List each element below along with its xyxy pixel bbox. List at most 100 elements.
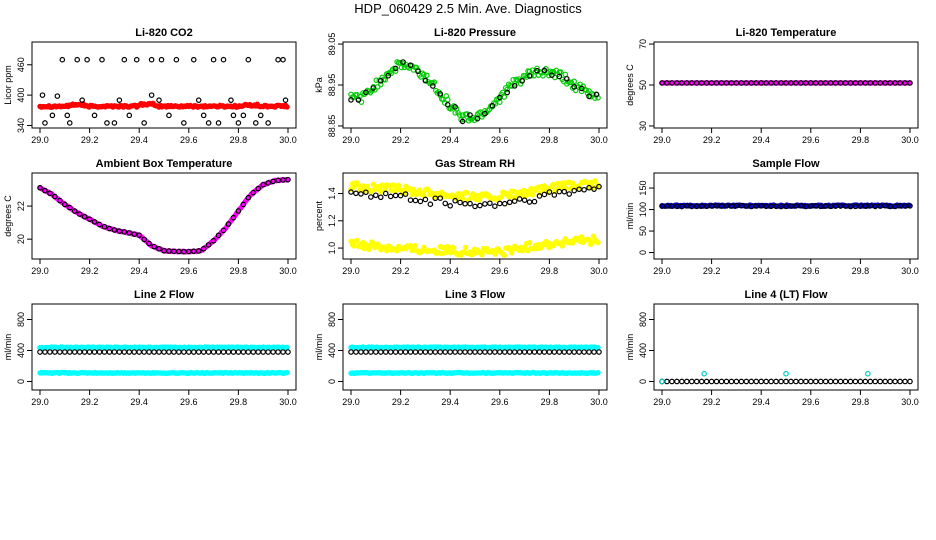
data-point xyxy=(534,65,540,72)
x-tick-label: 30.0 xyxy=(590,266,608,276)
data-point xyxy=(39,92,46,98)
data-point xyxy=(472,349,478,355)
data-point xyxy=(225,349,232,355)
data-point xyxy=(355,97,362,103)
data-point xyxy=(477,349,483,355)
data-point xyxy=(561,349,568,355)
data-point xyxy=(84,56,90,63)
data-point xyxy=(348,189,354,195)
data-point xyxy=(892,203,898,210)
plot-frame xyxy=(653,303,919,391)
data-point xyxy=(867,202,874,209)
data-point xyxy=(62,349,68,355)
data-point xyxy=(456,112,463,118)
data-point xyxy=(412,242,418,249)
x-tick-label: 30.0 xyxy=(279,135,297,145)
data-point xyxy=(76,211,83,217)
data-point xyxy=(151,349,157,355)
data-point xyxy=(250,349,257,355)
x-tick-label: 29.6 xyxy=(802,135,820,145)
data-point xyxy=(550,181,557,188)
data-point xyxy=(459,118,466,125)
x-tick-label: 29.6 xyxy=(180,266,198,276)
data-point xyxy=(255,185,262,192)
data-point xyxy=(479,252,485,258)
data-point xyxy=(832,378,839,385)
y-tick-label: 460 xyxy=(16,57,26,72)
y-tick-label: 88.85 xyxy=(327,115,337,138)
data-point xyxy=(907,378,913,385)
panel-co2: Li-820 CO2 Licor ppm 29.0 29.2 29.4 29.6 29.8 3… xyxy=(3,27,297,145)
plot-frame xyxy=(31,172,297,260)
x-tick-label: 29.6 xyxy=(491,397,509,407)
data-point xyxy=(566,191,573,197)
y-axis-label: Licor ppm xyxy=(3,65,13,105)
data-point xyxy=(64,112,71,119)
data-point xyxy=(397,59,403,66)
y-tick-label: 400 xyxy=(327,343,337,358)
data-point xyxy=(205,120,212,126)
panel-title: Line 3 Flow xyxy=(445,289,505,301)
data-point xyxy=(417,349,424,355)
data-point xyxy=(121,56,128,63)
y-tick-label: 30 xyxy=(638,121,648,131)
y-tick-label: 100 xyxy=(638,202,648,217)
data-point xyxy=(561,188,568,195)
plot-frame xyxy=(31,41,297,129)
data-point xyxy=(161,349,167,355)
data-point xyxy=(215,232,222,239)
plot-frame xyxy=(342,303,608,391)
y-axis-label: degrees C xyxy=(3,195,13,237)
x-tick-label: 29.8 xyxy=(852,266,870,276)
panel-title: Sample Flow xyxy=(752,158,820,170)
data-point xyxy=(348,349,354,355)
series-line4-cyan xyxy=(659,370,871,385)
data-point xyxy=(49,112,56,119)
data-point xyxy=(353,349,359,355)
x-tick-label: 29.0 xyxy=(342,135,360,145)
panel-title: Line 4 (LT) Flow xyxy=(745,289,828,301)
data-point xyxy=(571,84,578,90)
y-tick-label: 0 xyxy=(638,379,648,384)
data-point xyxy=(66,120,73,126)
data-point xyxy=(141,236,147,243)
x-tick-label: 29.2 xyxy=(392,135,410,145)
data-point xyxy=(452,197,458,204)
data-point xyxy=(592,178,598,184)
data-point xyxy=(195,248,202,254)
x-tick-label: 29.6 xyxy=(802,397,820,407)
data-point xyxy=(576,349,582,355)
data-point xyxy=(576,186,582,193)
data-point xyxy=(529,192,536,198)
x-tick-label: 29.0 xyxy=(31,135,49,145)
data-point xyxy=(489,102,496,109)
data-point xyxy=(116,349,123,355)
data-point xyxy=(81,349,88,355)
data-point xyxy=(151,243,157,250)
data-point xyxy=(723,378,730,385)
data-point xyxy=(133,56,140,63)
series-line2-black xyxy=(37,349,291,355)
panel-title: Li-820 Temperature xyxy=(736,27,837,39)
series-sample-black xyxy=(659,202,913,210)
data-point xyxy=(506,199,513,206)
data-point xyxy=(377,77,384,84)
data-point xyxy=(81,213,88,220)
y-tick-label: 50 xyxy=(638,80,648,90)
data-point xyxy=(556,73,563,80)
data-point xyxy=(571,349,578,355)
data-point xyxy=(778,378,784,385)
x-tick-label: 29.4 xyxy=(752,135,770,145)
data-point xyxy=(407,197,414,203)
data-point xyxy=(225,221,232,227)
data-point xyxy=(847,378,854,385)
data-point xyxy=(195,349,202,355)
panel-pressure: Li-820 Pressure kPa 29.0 29.2 29.4 29.6 29.8 30… xyxy=(314,27,608,145)
x-tick-label: 29.0 xyxy=(653,135,671,145)
data-point xyxy=(265,180,271,186)
data-point xyxy=(62,201,68,208)
series-CO2-average xyxy=(37,100,290,110)
data-point xyxy=(106,225,113,232)
data-point xyxy=(173,56,180,63)
